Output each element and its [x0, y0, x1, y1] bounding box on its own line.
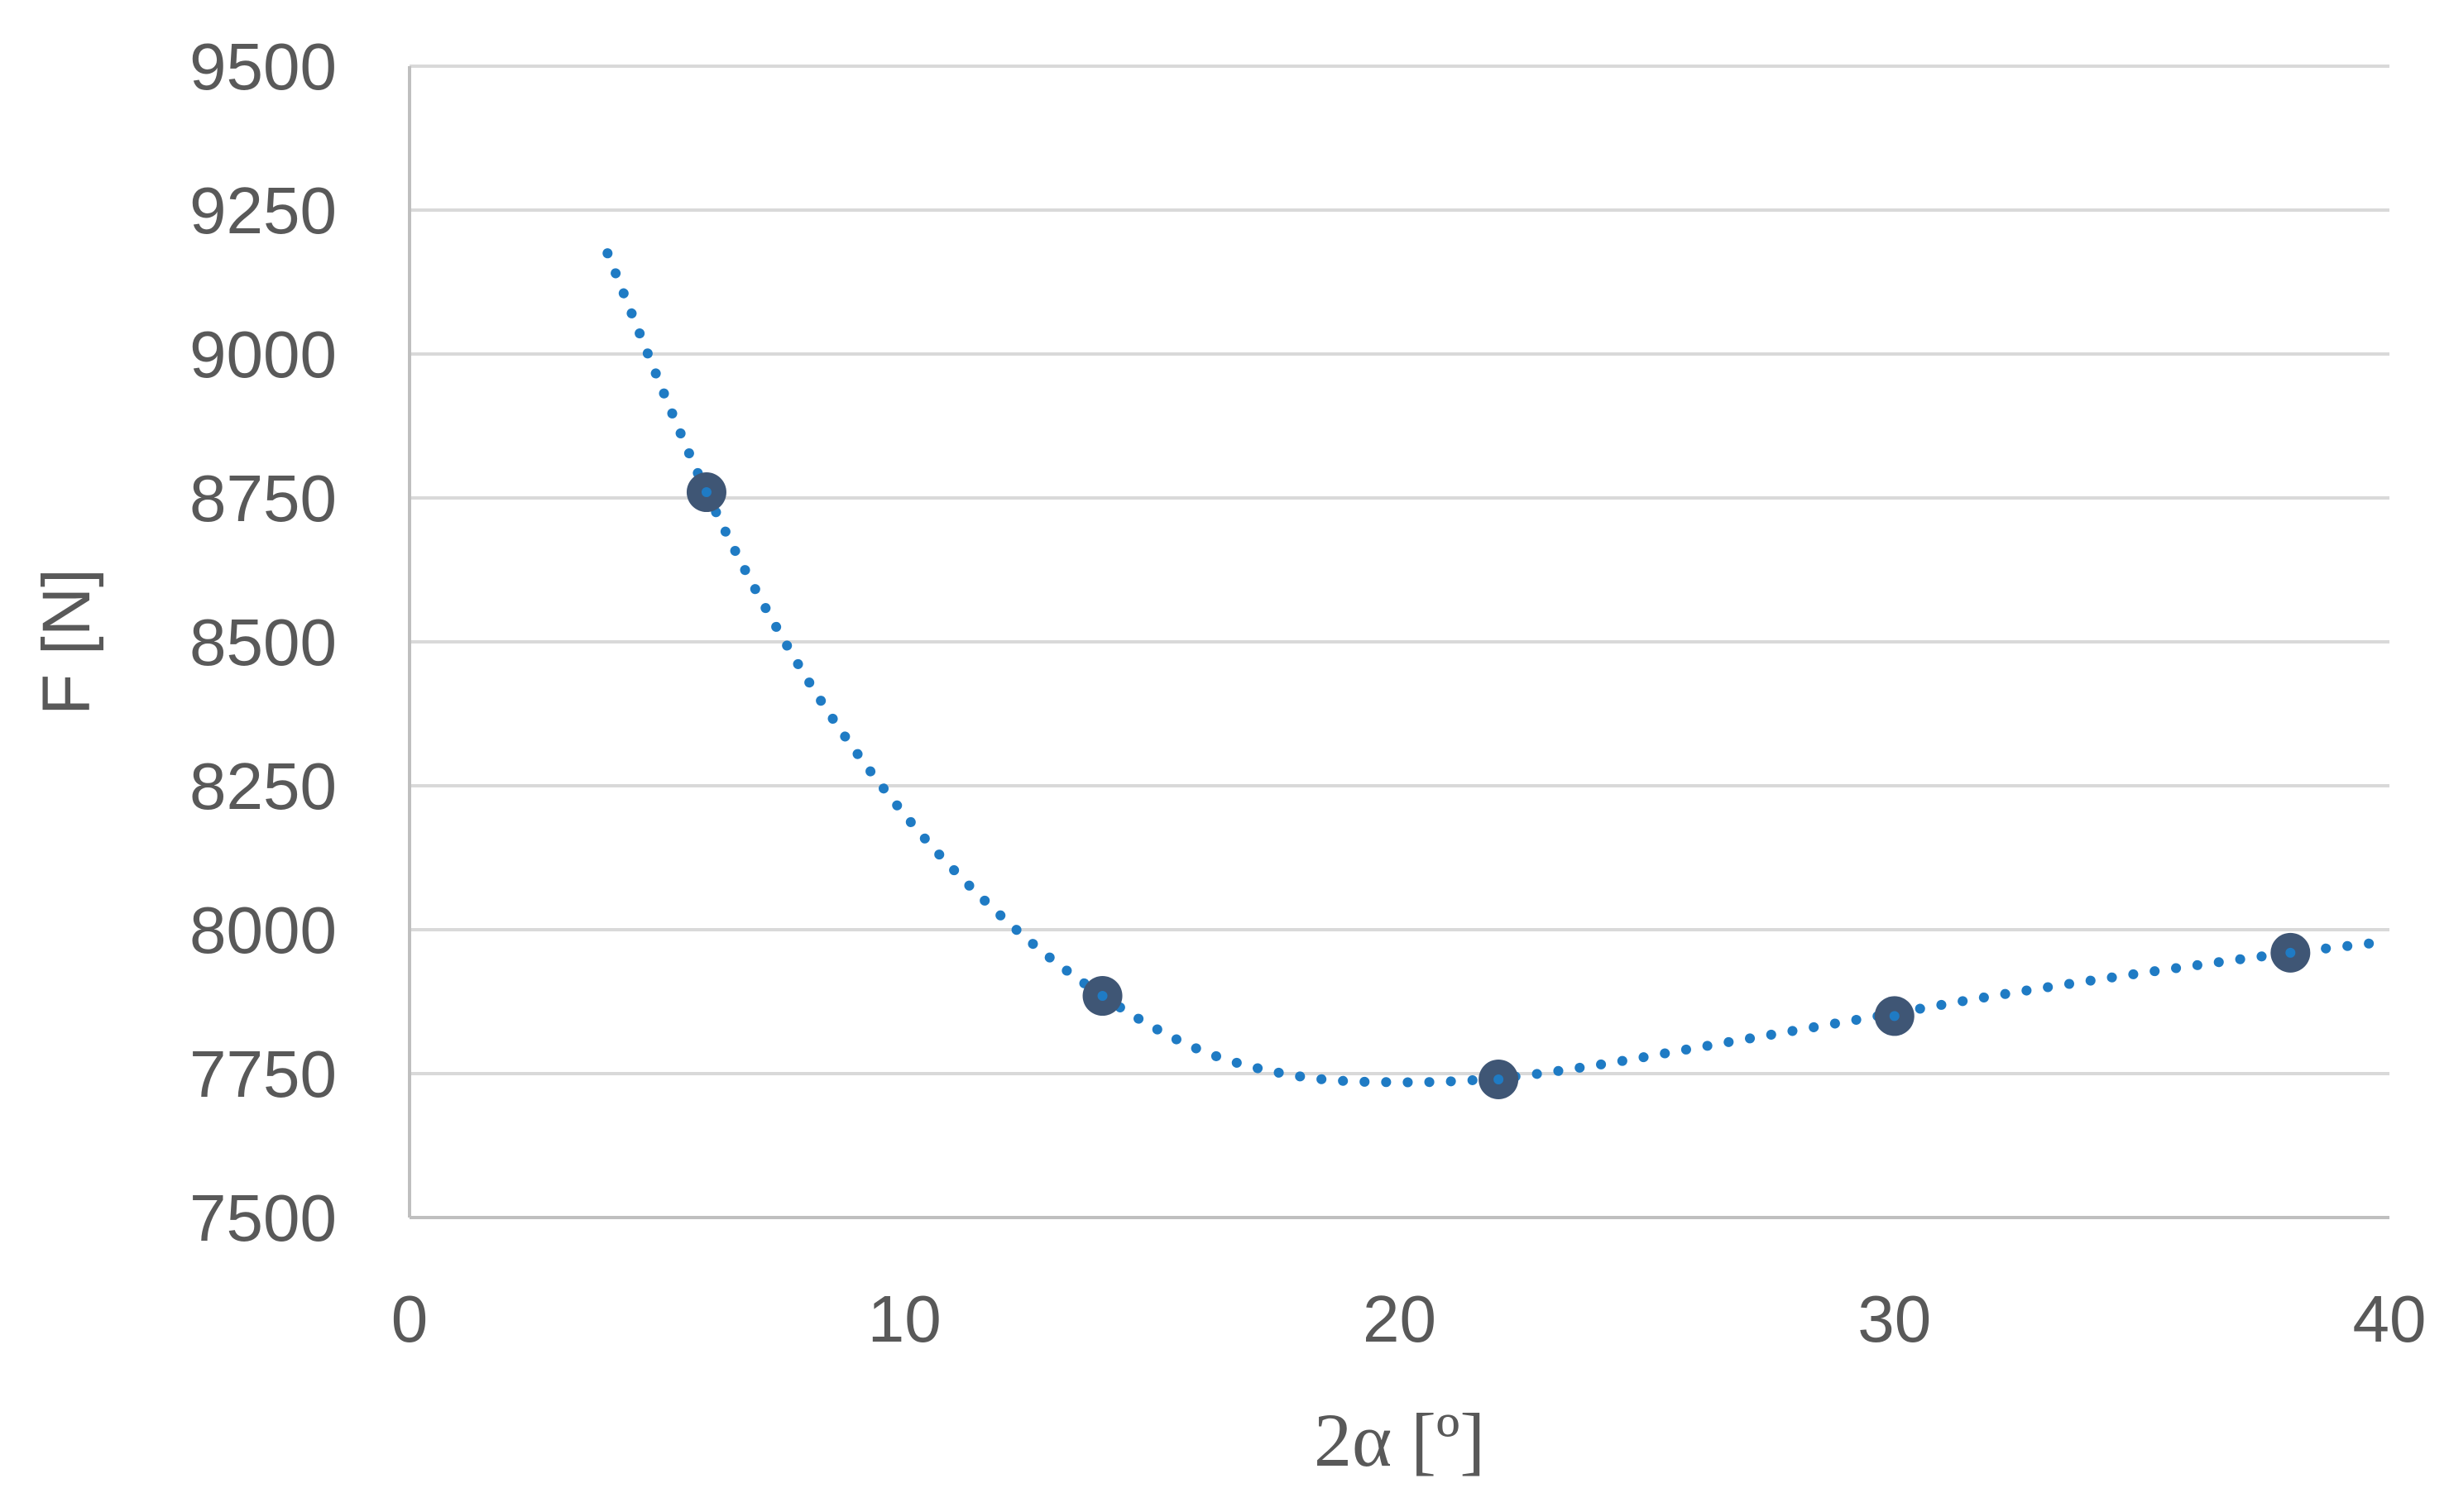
- y-tick-label: 8000: [189, 893, 337, 967]
- y-tick-label: 9000: [189, 318, 337, 391]
- y-tick-labels: 7500 7750 8000 8250 8500 8750 9000 9250 9500: [189, 30, 337, 1255]
- data-point-center: [1493, 1074, 1504, 1084]
- y-tick-label: 8500: [189, 605, 337, 679]
- x-tick-label: 10: [868, 1282, 942, 1356]
- trendline: [602, 248, 2394, 1088]
- x-tick-label: 30: [1857, 1282, 1931, 1356]
- data-point-center: [701, 487, 712, 498]
- x-tick-labels: 0 10 20 30 40: [391, 1282, 2427, 1356]
- y-axis-title: F [N]: [29, 568, 104, 715]
- data-point: [1479, 1059, 1519, 1099]
- x-tick-label: 0: [391, 1282, 429, 1356]
- data-point-center: [2285, 947, 2296, 958]
- gridlines: [410, 65, 2389, 1075]
- x-axis-title: 2α [º]: [1314, 1398, 1485, 1482]
- data-point: [686, 472, 726, 513]
- x-tick-label: 40: [2353, 1282, 2427, 1356]
- data-point: [1874, 996, 1915, 1036]
- data-point: [2270, 932, 2311, 973]
- y-tick-label: 9500: [189, 30, 337, 103]
- data-point-center: [1097, 991, 1108, 1002]
- data-point: [1082, 976, 1123, 1017]
- y-tick-label: 9250: [189, 174, 337, 247]
- y-tick-label: 8750: [189, 462, 337, 535]
- data-points: [686, 472, 2311, 1099]
- y-tick-label: 8250: [189, 749, 337, 823]
- y-tick-label: 7750: [189, 1037, 337, 1111]
- data-point-center: [1889, 1011, 1900, 1022]
- x-tick-label: 20: [1363, 1282, 1436, 1356]
- y-tick-label: 7500: [189, 1181, 337, 1255]
